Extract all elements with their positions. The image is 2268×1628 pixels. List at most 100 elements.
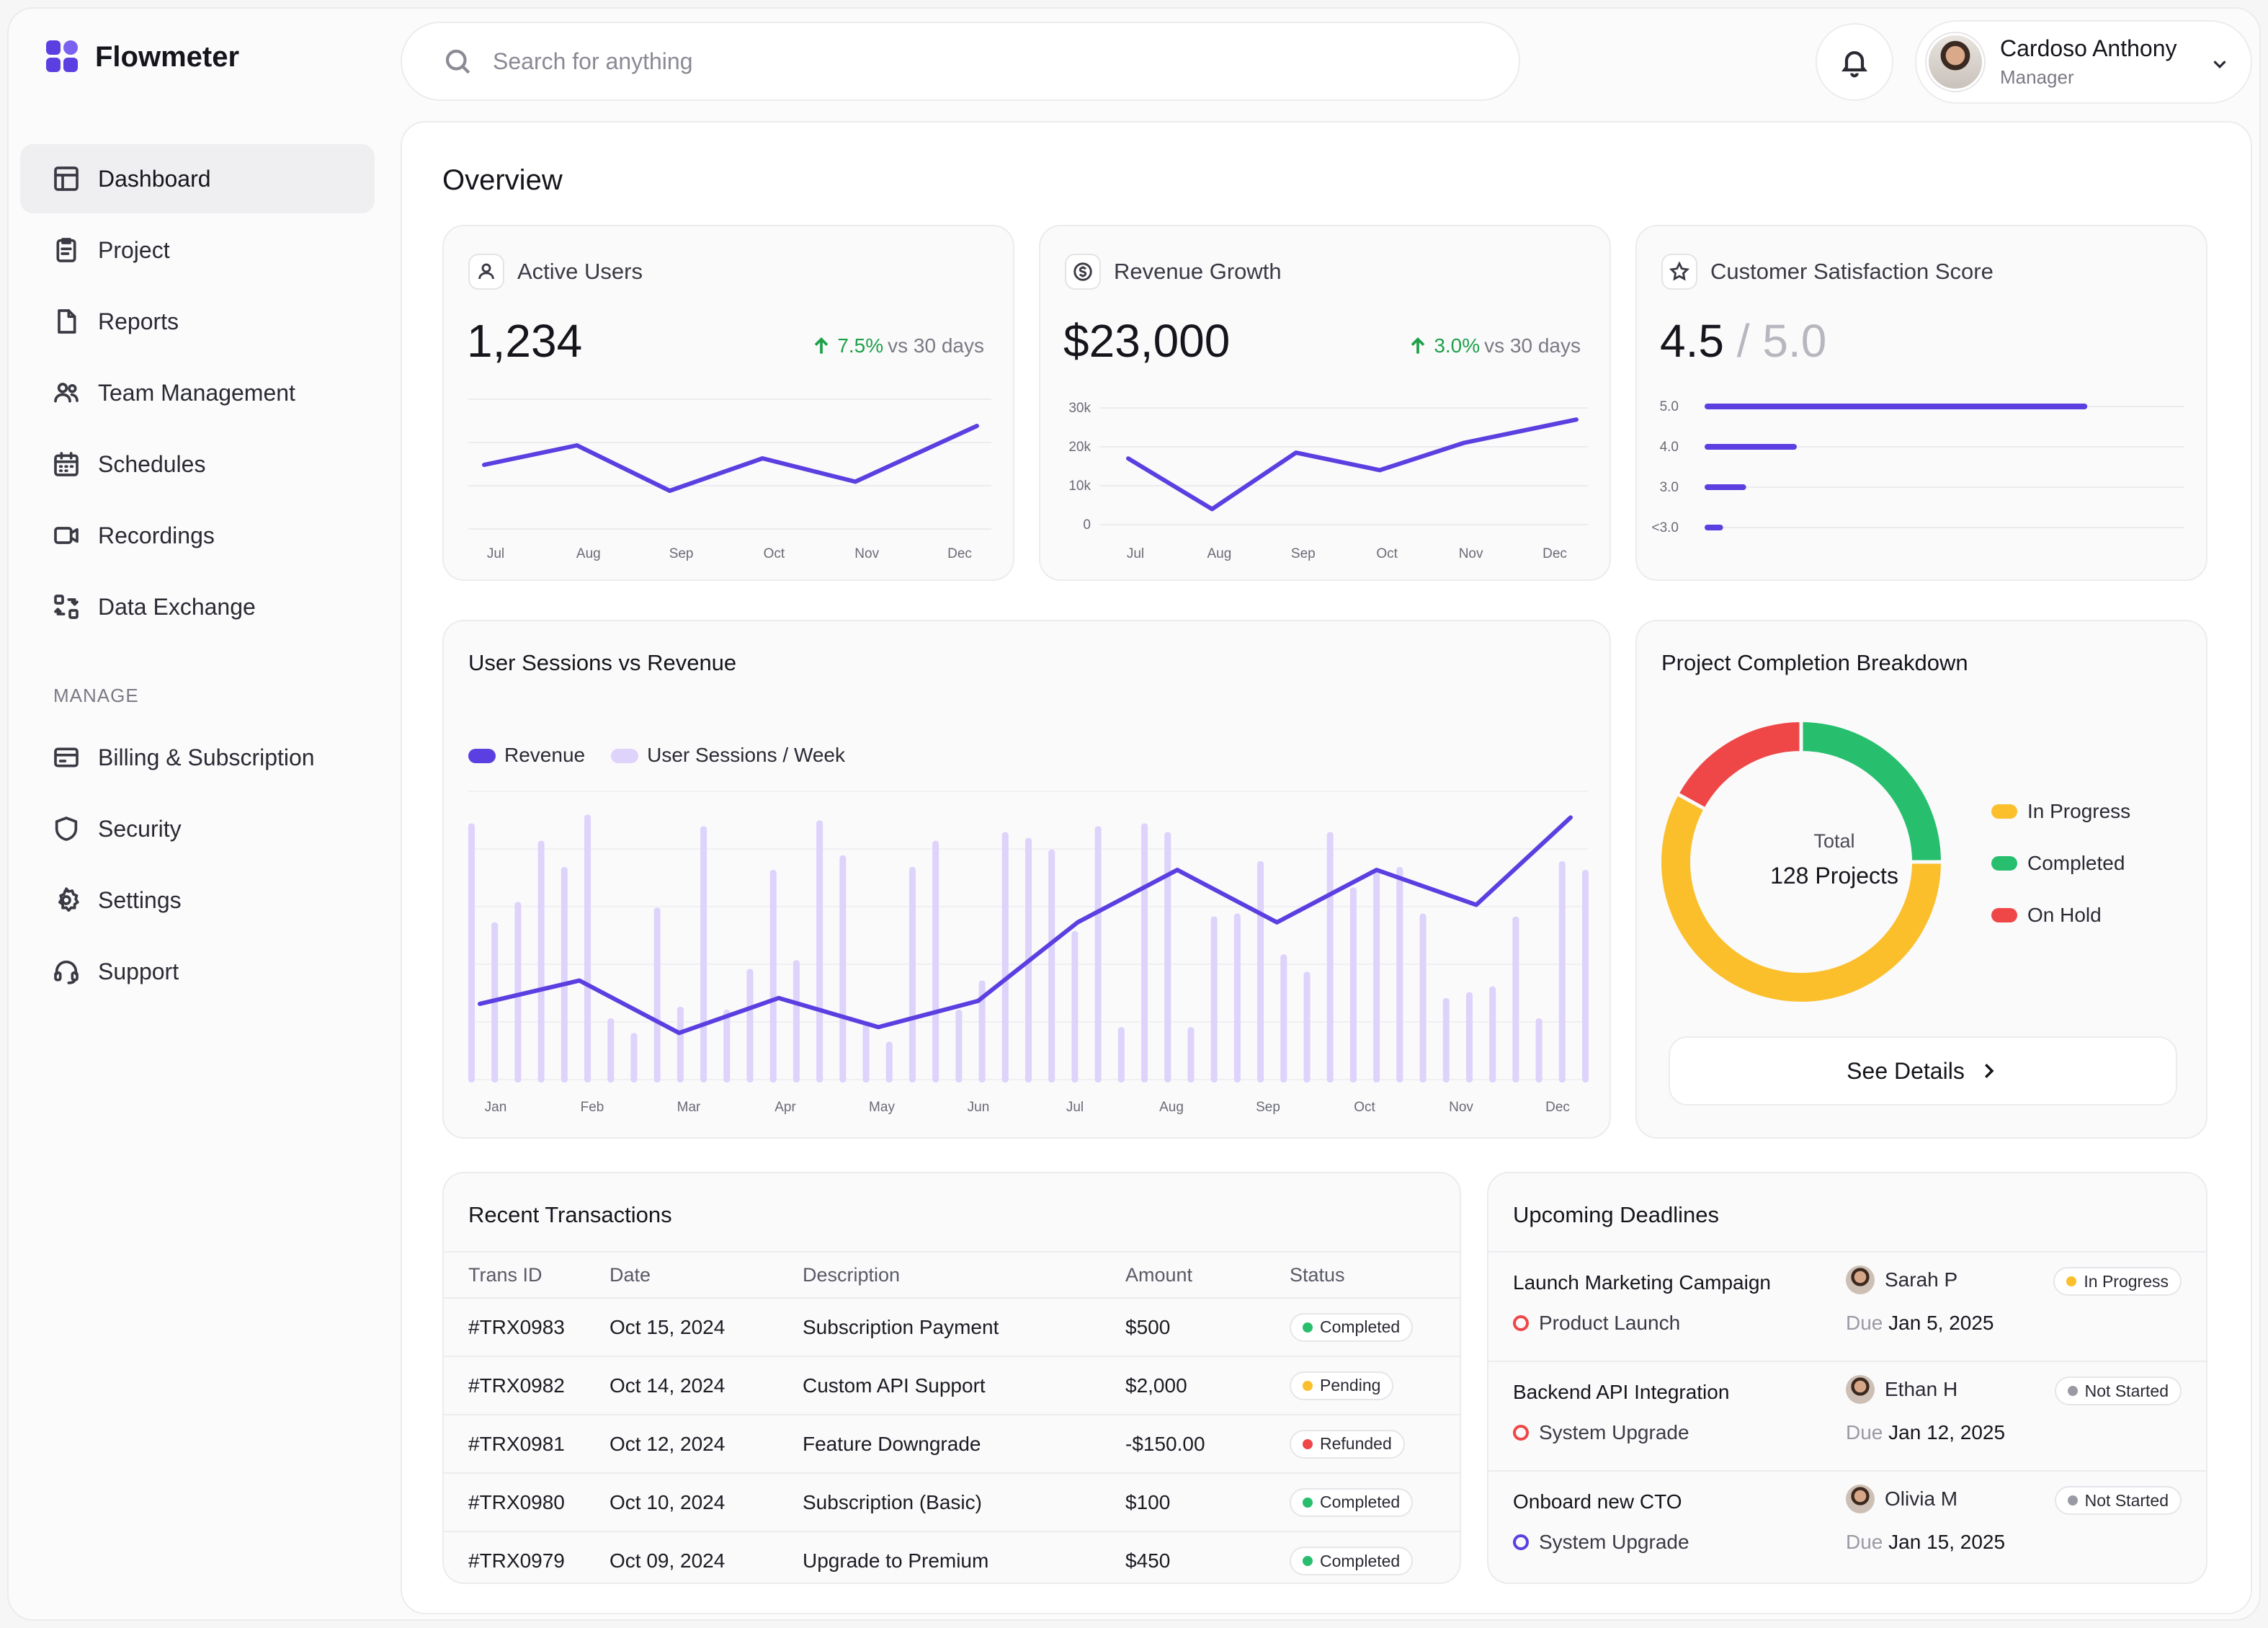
- sessions-revenue-card: User Sessions vs Revenue Revenue User Se…: [442, 620, 1611, 1139]
- user-menu[interactable]: Cardoso Anthony Manager: [1915, 20, 2252, 104]
- dashboard-icon: [54, 166, 79, 191]
- x-tick-label: Aug: [576, 546, 601, 561]
- table-row[interactable]: #TRX0980 Oct 10, 2024 Subscription (Basic)…: [444, 1473, 1460, 1532]
- notifications-button[interactable]: [1816, 23, 1893, 101]
- satisfaction-bar: [1705, 484, 1746, 490]
- status-label: Completed: [1320, 1493, 1401, 1511]
- cell-status: Pending: [1290, 1356, 1460, 1415]
- see-details-label: See Details: [1847, 1057, 1965, 1084]
- cell-date: Oct 09, 2024: [610, 1549, 726, 1572]
- session-bar: [1141, 823, 1148, 1082]
- session-bar: [630, 1033, 638, 1082]
- table-row[interactable]: #TRX0981 Oct 12, 2024 Feature Downgrade -$1…: [444, 1415, 1460, 1474]
- video-icon: [54, 527, 79, 544]
- deadline-assignee: Sarah P: [1846, 1266, 1957, 1294]
- session-bar: [769, 870, 777, 1082]
- cell-amount: $2,000: [1125, 1356, 1290, 1415]
- revenue-growth-chart: 0 10k 20k 30k Jul Aug Sep Oct Nov Dec: [1068, 401, 1588, 561]
- search-input[interactable]: [493, 48, 1429, 75]
- session-bar: [746, 969, 754, 1082]
- x-tick-label: Aug: [1159, 1100, 1184, 1115]
- x-tick-label: Jul: [1066, 1100, 1084, 1115]
- session-bar: [1117, 1027, 1125, 1082]
- session-bar: [1303, 971, 1311, 1082]
- x-tick-label: Nov: [854, 546, 879, 561]
- session-bar: [677, 1006, 684, 1082]
- chart-legend: Revenue User Sessions / Week: [468, 744, 845, 767]
- sidebar-item-security[interactable]: Security: [20, 794, 375, 863]
- y-tick-label: 0: [1083, 517, 1091, 533]
- deadline-item[interactable]: Onboard new CTO System Upgrade Olivia M …: [1488, 1470, 2206, 1580]
- card-title: Recent Transactions: [468, 1202, 672, 1227]
- y-tick-label: 3.0: [1660, 480, 1679, 495]
- deadline-due: Due Jan 12, 2025: [1846, 1421, 2006, 1444]
- deadline-due: Due Jan 5, 2025: [1846, 1312, 1994, 1334]
- deadline-item[interactable]: Launch Marketing Campaign Product Launch…: [1488, 1251, 2206, 1361]
- sidebar-item-billing[interactable]: Billing & Subscription: [20, 723, 375, 792]
- avatar: [1927, 33, 1984, 91]
- table-row[interactable]: #TRX0983 Oct 15, 2024 Subscription Payment…: [444, 1298, 1460, 1357]
- x-tick-label: Jun: [968, 1100, 990, 1115]
- session-bar: [1094, 826, 1102, 1082]
- col-status[interactable]: Status: [1290, 1251, 1460, 1299]
- kpi-value: 4.5 / 5.0: [1660, 315, 1827, 367]
- sidebar-item-project[interactable]: Project: [20, 215, 375, 285]
- session-bar: [1396, 867, 1403, 1082]
- sidebar-item-dashboard[interactable]: Dashboard: [20, 144, 375, 213]
- sidebar-item-data-exchange[interactable]: Data Exchange: [20, 572, 375, 641]
- session-bar: [885, 1041, 893, 1082]
- see-details-button[interactable]: See Details: [1669, 1036, 2177, 1106]
- deadline-item[interactable]: Backend API Integration System Upgrade E…: [1488, 1361, 2206, 1470]
- cell-status: Refunded: [1290, 1415, 1460, 1474]
- user-icon: [468, 254, 504, 290]
- sidebar-item-reports[interactable]: Reports: [20, 287, 375, 356]
- session-bar: [1535, 1018, 1542, 1082]
- cell-description: Subscription (Basic): [803, 1473, 1125, 1532]
- satisfaction-chart: 5.0 4.0 3.0 <3.0: [1651, 399, 2184, 535]
- deadline-project: System Upgrade: [1513, 1421, 1689, 1444]
- status-label: Not Started: [2084, 1490, 2169, 1510]
- session-bar: [908, 867, 916, 1082]
- cell-description: Feature Downgrade: [803, 1415, 1125, 1474]
- legend-on-hold: On Hold: [1991, 904, 2130, 927]
- deadline-assignee: Olivia M: [1846, 1485, 1957, 1513]
- table-row[interactable]: #TRX0979 Oct 09, 2024 Upgrade to Premium $4…: [444, 1531, 1460, 1583]
- session-bar: [1489, 986, 1496, 1082]
- sidebar-item-schedules[interactable]: Schedules: [20, 430, 375, 499]
- sidebar-item-team-management[interactable]: Team Management: [20, 358, 375, 427]
- satisfaction-bar: [1705, 525, 1723, 530]
- bell-icon: [1841, 51, 1867, 78]
- status-dot: [1303, 1497, 1313, 1508]
- brand[interactable]: Flowmeter: [46, 40, 239, 74]
- session-bar: [514, 902, 522, 1082]
- deadline-task: Onboard new CTO: [1513, 1490, 1682, 1513]
- cell-trans-id: #TRX0982: [444, 1356, 610, 1415]
- calendar-icon: [54, 452, 79, 476]
- col-amount[interactable]: Amount: [1125, 1251, 1290, 1299]
- sidebar-item-recordings[interactable]: Recordings: [20, 501, 375, 570]
- col-trans-id[interactable]: Trans ID: [444, 1251, 610, 1299]
- sidebar-item-label: Team Management: [98, 379, 295, 406]
- status-dot: [2067, 1386, 2078, 1396]
- search-bar[interactable]: [401, 22, 1520, 101]
- session-bar: [700, 826, 707, 1082]
- col-date[interactable]: Date: [610, 1251, 803, 1299]
- kpi-label: Active Users: [517, 259, 643, 284]
- table-row[interactable]: #TRX0982 Oct 14, 2024 Custom API Support $2…: [444, 1356, 1460, 1415]
- donut-total-label: Total: [1813, 830, 1855, 852]
- transactions-table: Trans ID Date Description Amount Status …: [444, 1251, 1460, 1583]
- x-tick-label: Jul: [1127, 546, 1144, 561]
- sidebar-item-settings[interactable]: Settings: [20, 866, 375, 935]
- sidebar-item-label: Settings: [98, 886, 182, 913]
- col-description[interactable]: Description: [803, 1251, 1125, 1299]
- card-title: User Sessions vs Revenue: [468, 650, 737, 675]
- deadline-task: Backend API Integration: [1513, 1381, 1730, 1403]
- sidebar-item-support[interactable]: Support: [20, 937, 375, 1006]
- cell-status: Completed: [1290, 1473, 1460, 1532]
- y-tick-label: 30k: [1068, 401, 1091, 416]
- cell-amount: $500: [1125, 1298, 1290, 1357]
- deadline-due: Due Jan 15, 2025: [1846, 1531, 2006, 1553]
- session-bar: [1001, 832, 1009, 1082]
- session-bar: [1582, 870, 1589, 1082]
- active-users-card: Active Users 1,234 7.5% vs 30 days Jul Aug…: [442, 225, 1014, 581]
